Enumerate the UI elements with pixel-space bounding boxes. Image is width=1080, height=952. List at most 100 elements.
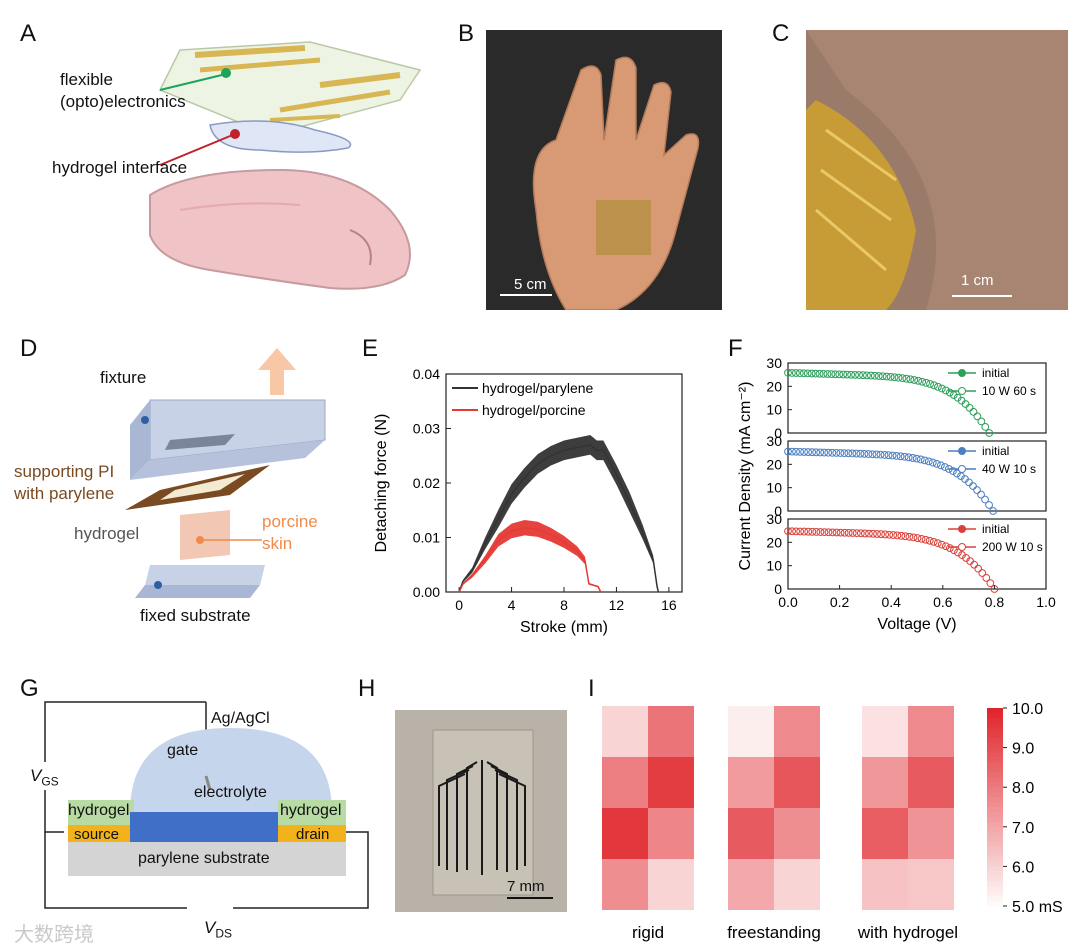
jv-point (856, 449, 865, 458)
jv-point (890, 373, 899, 382)
series-line-1 (458, 526, 602, 593)
x-axis-label: Stroke (mm) (520, 619, 608, 636)
fixture-label: fixture (100, 368, 147, 387)
heat-cell (728, 706, 774, 757)
jv-point (840, 449, 849, 458)
jv-point (863, 371, 871, 380)
panel-h-label: H (358, 675, 376, 702)
hydrogel-block-right (278, 800, 346, 825)
panel-d-diagram (125, 348, 326, 598)
ag-agcl-label: Ag/AgCl (211, 710, 270, 727)
panel-e-label: E (362, 335, 379, 362)
colorbar-step (987, 747, 1003, 754)
y-tick-label: 30 (766, 355, 782, 371)
heat-cell (908, 808, 954, 859)
hydrogel-left-label: hydrogel (68, 802, 130, 819)
heat-cell (774, 808, 820, 859)
jv-point (945, 388, 954, 397)
x-tick-label: 0.0 (778, 594, 798, 610)
jv-point (922, 378, 931, 387)
jv-point (869, 529, 877, 538)
jv-point (930, 381, 938, 390)
jv-point (804, 527, 813, 536)
heat-cell (648, 808, 694, 859)
hand-drawing (149, 168, 411, 290)
jv-point (860, 449, 869, 458)
fixed-substrate-label: fixed substrate (140, 606, 251, 625)
jv-point (795, 369, 804, 378)
jv-point (924, 457, 933, 466)
hydrogel-interface-label: hydrogel interface (52, 158, 188, 177)
panel-g-diagram (44, 701, 369, 909)
hydrogel-pointer-dot (230, 129, 240, 139)
jv-point (909, 533, 918, 542)
device-patch (596, 200, 651, 255)
supporting-label-1: supporting PI (14, 462, 115, 481)
jv-point (970, 560, 979, 569)
watermark: 大数跨境 (14, 924, 94, 946)
vds-label: VDS (204, 918, 233, 941)
porcine-skin (180, 510, 230, 560)
jv-point (804, 448, 813, 456)
hydrogel-label-d: hydrogel (74, 524, 140, 543)
jv-point (796, 527, 805, 536)
y-axis-label: Current Density (mA cm⁻²) (737, 382, 754, 571)
jv-point (812, 448, 821, 457)
jv-point (855, 371, 863, 379)
jv-point (882, 372, 891, 381)
jv-point (870, 371, 879, 380)
jv-point (792, 527, 800, 536)
colorbar-step (987, 802, 1003, 808)
y-tick-label: 0.02 (413, 475, 440, 491)
jv-point (886, 372, 895, 381)
y-tick-label: 0.04 (413, 366, 440, 382)
jv-point (819, 369, 828, 378)
jv-point (820, 448, 829, 457)
colorbar-step (987, 901, 1003, 907)
panel-a-label: A (20, 20, 37, 47)
subplot-frame (787, 362, 1047, 434)
flexible-electronics-sheet (158, 41, 422, 136)
jv-point (784, 527, 792, 536)
legend-label: 40 W 10 s (982, 462, 1036, 476)
colorbar-tick-label: 10.0 (1012, 701, 1043, 718)
jv-point (839, 370, 848, 379)
jv-point (831, 370, 840, 379)
jv-point (803, 369, 812, 378)
jv-point (914, 376, 923, 385)
colorbar-step (987, 886, 1003, 892)
jv-point (865, 529, 873, 538)
jv-point (811, 369, 820, 378)
heat-cell (602, 859, 648, 910)
jv-point (932, 459, 941, 468)
jv-point (989, 507, 998, 515)
jv-point (824, 448, 833, 457)
jv-point (902, 374, 911, 383)
jv-point (866, 371, 875, 380)
supporting-label-2: with parylene (14, 484, 115, 503)
jv-point (920, 456, 929, 465)
heat-cell (908, 757, 954, 808)
jv-point (908, 454, 917, 462)
jv-point (974, 564, 983, 573)
colorbar-step (987, 722, 1003, 729)
jv-point (969, 482, 977, 490)
colorbar-step (987, 737, 1003, 744)
jv-point (985, 501, 993, 509)
heat-cell (774, 757, 820, 808)
heat-cell (862, 757, 908, 808)
heatmap-label: with hydrogel (857, 923, 958, 942)
jv-point (848, 449, 857, 458)
jv-point (816, 528, 825, 536)
jv-point (896, 452, 905, 461)
jv-point (965, 403, 974, 412)
jv-point (910, 376, 919, 384)
scale-label-c: 1 cm (961, 272, 994, 289)
porcine-label-1: porcine (262, 512, 318, 531)
y-tick-label: 0.00 (413, 584, 440, 600)
y-tick-label: 10 (766, 480, 782, 496)
jv-point (836, 449, 845, 457)
panel-h-photo (395, 710, 567, 912)
jv-point (840, 528, 849, 537)
vgs-label: VGS (30, 766, 59, 789)
